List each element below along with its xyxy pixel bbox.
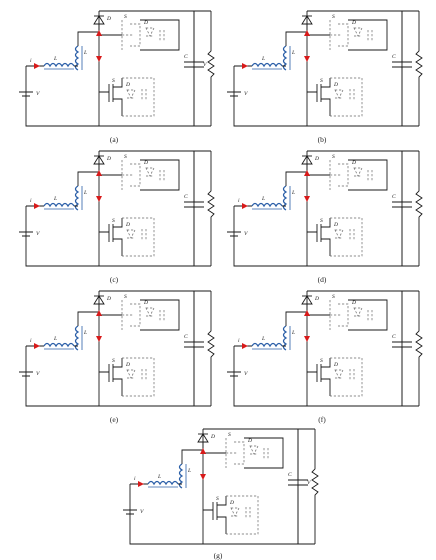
label-V-in: V — [244, 231, 248, 237]
label-S1: S — [320, 218, 323, 224]
label-S1: S — [320, 358, 323, 364]
label-D-S1: D — [333, 222, 338, 228]
label-D-S1: D — [125, 82, 130, 88]
label-S1: S — [112, 218, 115, 224]
label-S2: S — [124, 294, 127, 300]
panel-b: L L V S D S D C (b) — [226, 10, 423, 144]
label-D-S2: D — [351, 20, 356, 26]
label-i-in: i — [134, 476, 136, 482]
label-C-o: C — [392, 194, 396, 200]
label-C-o: C — [184, 334, 188, 340]
label-L1: L — [157, 474, 161, 480]
label-V-in: V — [244, 371, 248, 377]
label-L1: L — [261, 196, 265, 202]
label-S2: S — [124, 154, 127, 160]
label-L1: L — [53, 336, 57, 342]
panel-a: D L L i V S D S D C V (a) — [18, 10, 215, 144]
label-L1: L — [261, 336, 265, 342]
panel-d: D L L i V S D S D C (d) — [226, 150, 423, 284]
panel-e: D L L i V S D S D C (e) — [18, 290, 215, 424]
label-L2: L — [83, 50, 87, 56]
label-V-o: V — [203, 62, 207, 68]
label-D-S1: D — [229, 500, 234, 506]
label-D-S2: D — [247, 438, 252, 444]
label-L1: L — [261, 56, 265, 62]
label-S2: S — [124, 14, 127, 20]
panel-caption: (g) — [214, 551, 223, 560]
label-D-S2: D — [143, 300, 148, 306]
label-V-in: V — [36, 231, 40, 237]
label-D-S2: D — [143, 20, 148, 26]
label-D-S1: D — [333, 82, 338, 88]
label-S2: S — [332, 14, 335, 20]
panel-caption: (b) — [318, 135, 327, 144]
label-D-S1: D — [125, 222, 130, 228]
panel-caption: (f) — [318, 415, 326, 424]
label-i-in: i — [238, 338, 240, 344]
label-D1: D — [106, 296, 111, 302]
panel-caption: (a) — [110, 135, 119, 144]
label-C-o: C — [184, 194, 188, 200]
panel-g: D L L i V S D S D C V (g) — [122, 428, 319, 560]
label-L2: L — [83, 190, 87, 196]
panel-f: D L L i V S D S D C (f) — [226, 290, 423, 424]
label-S1: S — [112, 78, 115, 84]
label-V-o: V — [307, 480, 311, 486]
label-i-in: i — [30, 338, 32, 344]
label-S1: S — [216, 496, 219, 502]
label-D-S2: D — [351, 160, 356, 166]
label-i-in: i — [30, 58, 32, 64]
label-D-S2: D — [351, 300, 356, 306]
label-D-S1: D — [333, 362, 338, 368]
label-L2: L — [291, 50, 295, 56]
label-S1: S — [112, 358, 115, 364]
label-L1: L — [53, 196, 57, 202]
label-C-o: C — [184, 54, 188, 60]
label-D1: D — [106, 156, 111, 162]
label-i-in: i — [30, 198, 32, 204]
label-C-o: C — [392, 54, 396, 60]
label-L2: L — [291, 190, 295, 196]
panel-caption: (d) — [318, 275, 327, 284]
label-C-o: C — [288, 472, 292, 478]
label-V-in: V — [36, 371, 40, 377]
label-S2: S — [332, 154, 335, 160]
label-D1: D — [210, 434, 215, 440]
label-L2: L — [291, 330, 295, 336]
panel-c: D L L i V S D S D C (c) — [18, 150, 215, 284]
label-L2: L — [83, 330, 87, 336]
label-D1: D — [314, 156, 319, 162]
label-C-o: C — [392, 334, 396, 340]
label-D1: D — [314, 296, 319, 302]
label-S2: S — [228, 432, 231, 438]
label-L1: L — [53, 56, 57, 62]
label-D-S1: D — [125, 362, 130, 368]
label-S2: S — [332, 294, 335, 300]
panel-caption: (e) — [110, 415, 119, 424]
label-V-in: V — [140, 509, 144, 515]
label-S1: S — [320, 78, 323, 84]
panel-caption: (c) — [110, 275, 119, 284]
label-L2: L — [187, 468, 191, 474]
label-i-in: i — [238, 198, 240, 204]
label-D-S2: D — [143, 160, 148, 166]
label-V-in: V — [244, 91, 248, 97]
label-V-in: V — [36, 91, 40, 97]
label-D1: D — [106, 16, 111, 22]
